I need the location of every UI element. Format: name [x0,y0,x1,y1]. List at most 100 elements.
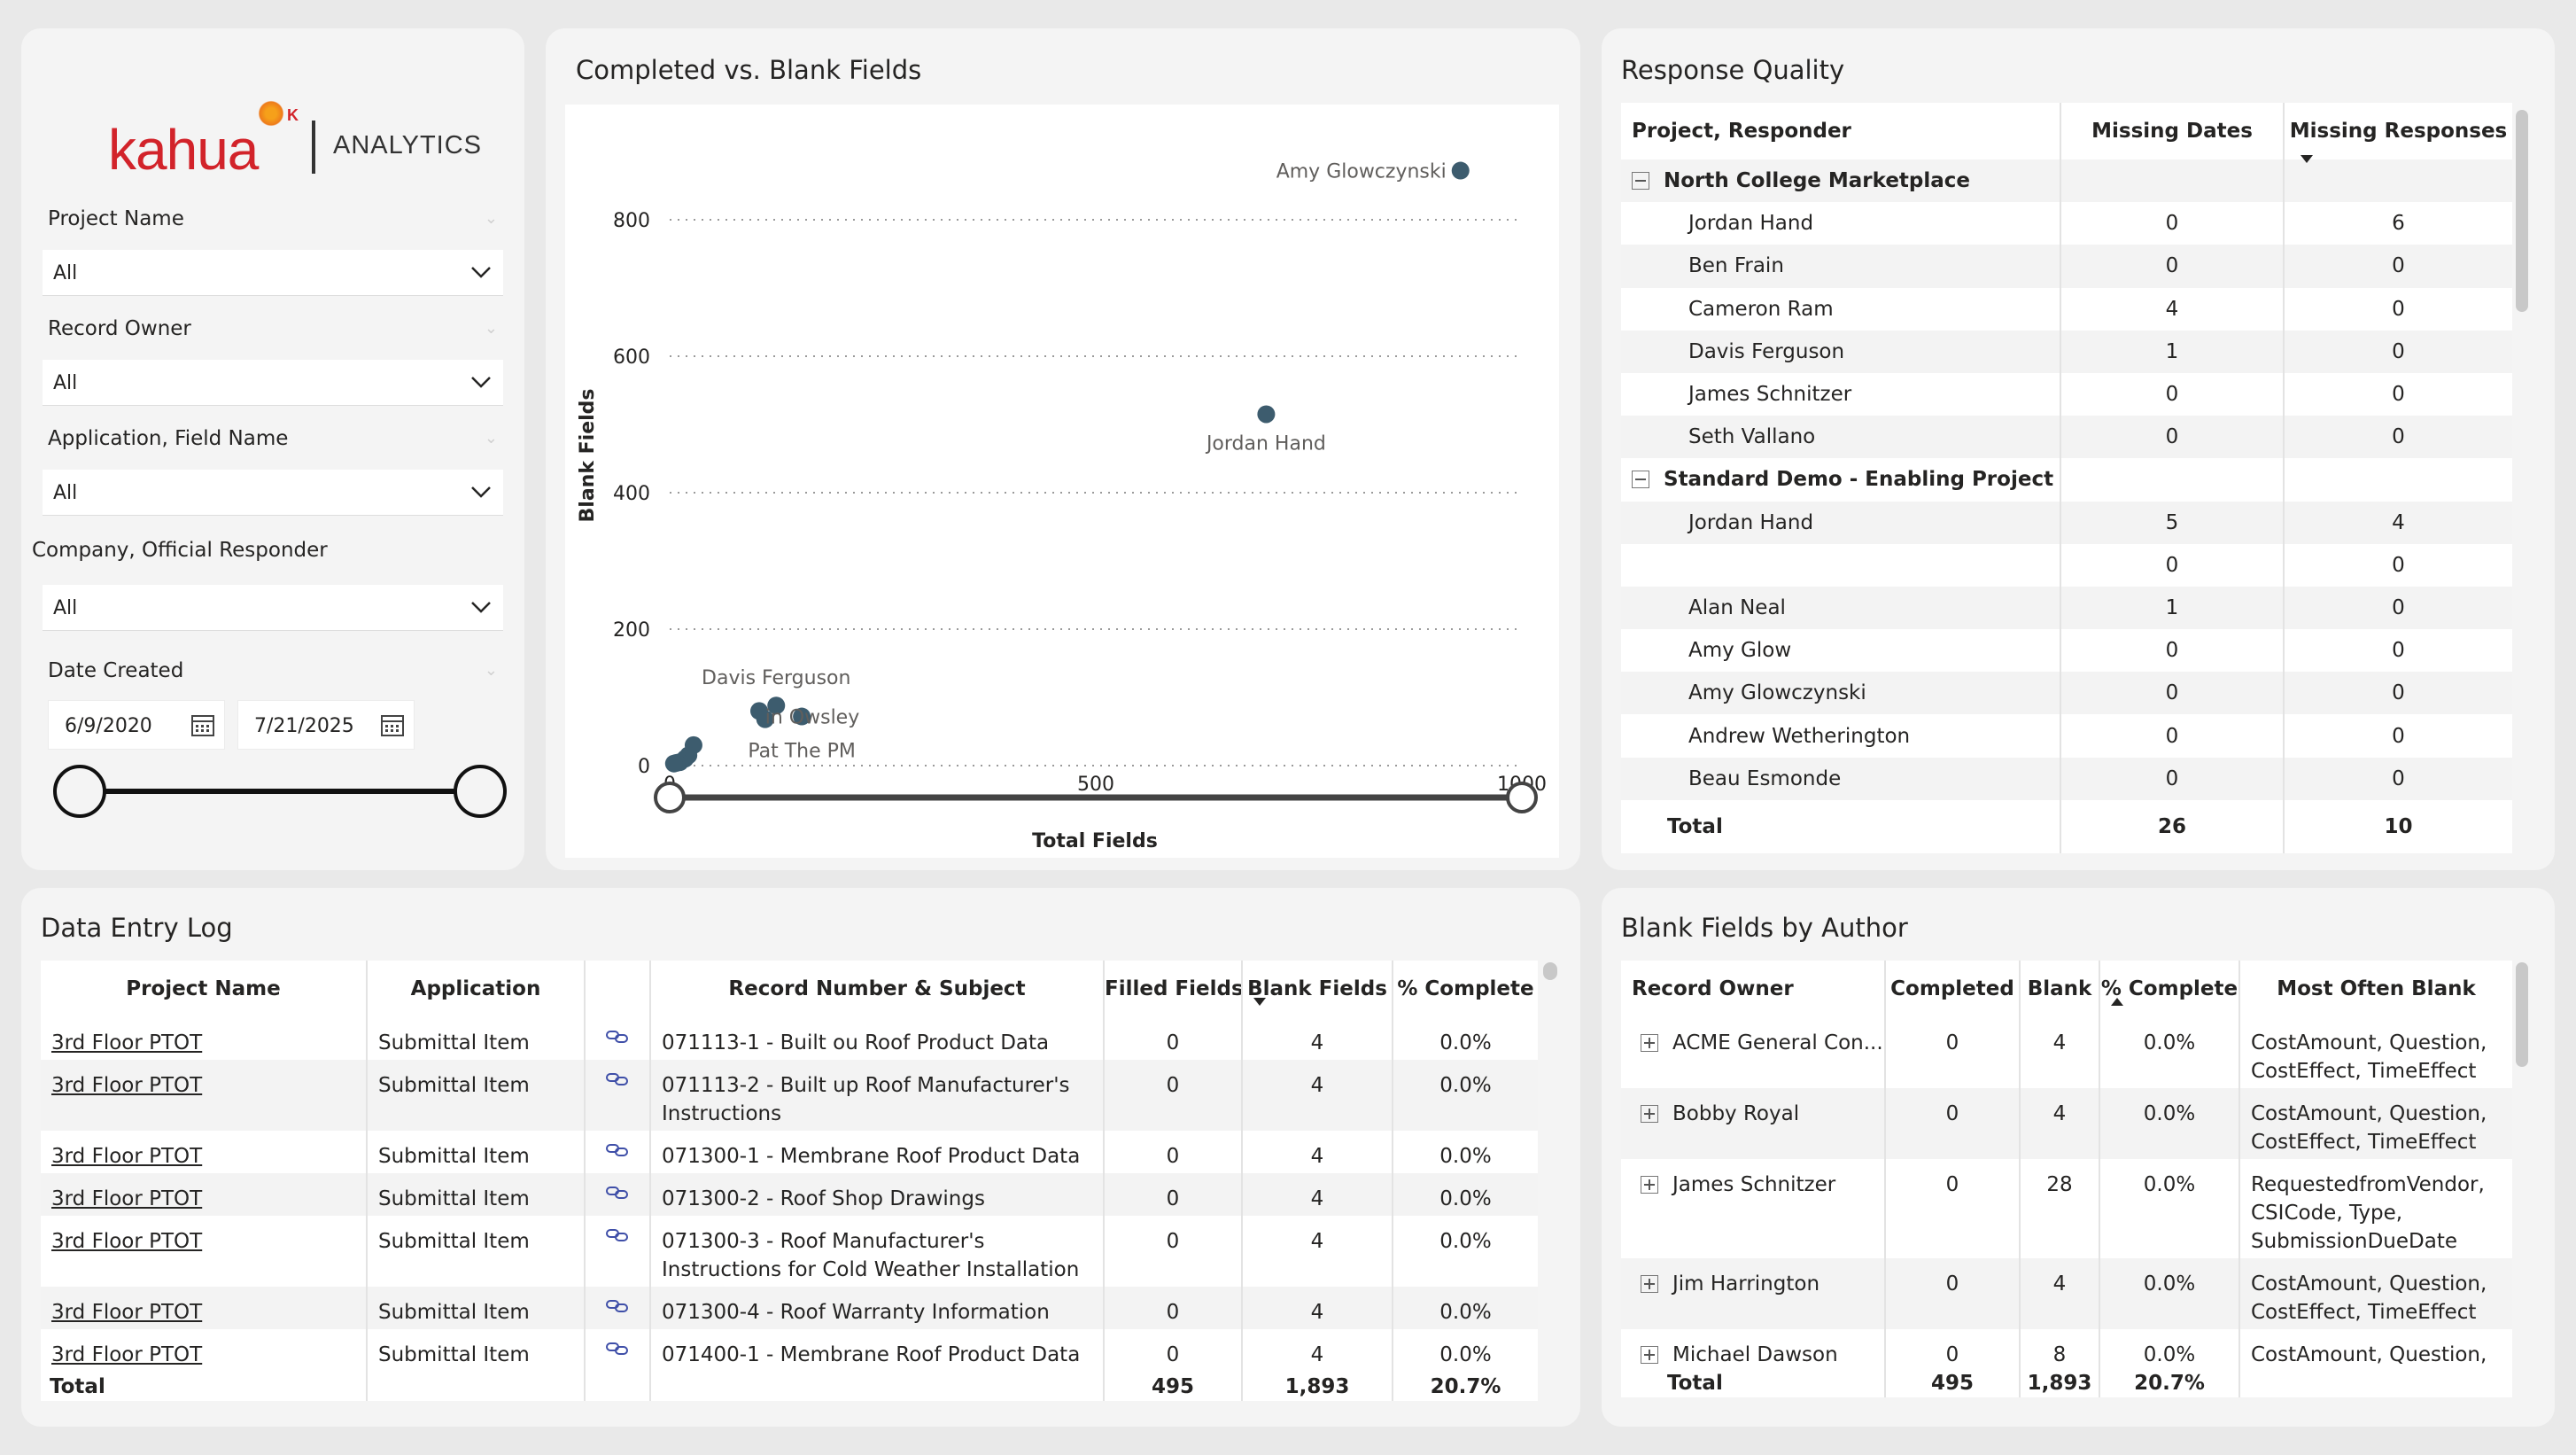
header-record-subject[interactable]: Record Number & Subject [650,961,1105,1017]
open-record-link[interactable] [585,1131,651,1173]
project-name-link[interactable]: 3rd Floor PTOT [51,1230,203,1253]
table-row[interactable]: Beau Esmonde 0 0 [1621,757,2512,800]
table-row[interactable]: Alan Neal 1 0 [1621,586,2512,630]
table-row[interactable]: ACME General Con... 0 4 0.0% CostAmount, Que… [1621,1017,2512,1088]
group-row[interactable]: Standard Demo - Enabling Project [1621,458,2512,502]
table-row[interactable]: Cameron Ram 4 0 [1621,287,2512,331]
scatter-point[interactable] [767,696,786,715]
header-record-owner[interactable]: Record Owner [1621,961,1886,1017]
table-row[interactable]: Davis Ferguson 1 0 [1621,330,2512,373]
table-row[interactable]: 3rd Floor PTOT Submittal Item 071300-1 - M… [41,1131,1538,1173]
table-row[interactable]: James Schnitzer 0 28 0.0% RequestedfromVendo… [1621,1159,2512,1258]
header-project-name[interactable]: Project Name [41,961,368,1017]
link-icon[interactable] [605,1141,630,1159]
table-row[interactable]: James Schnitzer 0 0 [1621,372,2512,416]
scatter-point[interactable] [1257,405,1276,424]
vertical-scrollbar[interactable] [2516,962,2528,1067]
calendar-icon[interactable] [185,712,221,740]
table-row[interactable]: 3rd Floor PTOT Submittal Item 071300-3 - R… [41,1216,1538,1287]
link-icon[interactable] [605,1184,630,1202]
open-record-link[interactable] [585,1173,651,1216]
project-name-dropdown[interactable]: All [43,250,503,296]
collapse-chevron-icon[interactable]: ⌄ [484,209,498,228]
project-name-link[interactable]: 3rd Floor PTOT [51,1187,203,1210]
zoom-slider-max-handle[interactable] [1506,782,1538,813]
project-name-link[interactable]: 3rd Floor PTOT [51,1031,203,1054]
record-owner-dropdown[interactable]: All [43,360,503,406]
project-link[interactable]: 3rd Floor PTOT [41,1017,368,1060]
link-icon[interactable] [605,1070,630,1088]
end-date-input[interactable]: 7/21/2025 [237,700,415,750]
vertical-scrollbar[interactable] [1543,962,1557,980]
collapse-chevron-icon[interactable]: ⌄ [484,661,498,680]
table-row[interactable]: 3rd Floor PTOT Submittal Item 071113-1 - B… [41,1017,1538,1060]
table-row[interactable]: Jim Harrington 0 4 0.0% CostAmount, Question… [1621,1258,2512,1329]
table-row[interactable]: Seth Vallano 0 0 [1621,416,2512,459]
table-row[interactable]: Jordan Hand 0 6 [1621,202,2512,245]
header-completed[interactable]: Completed [1885,961,2021,1017]
project-link[interactable]: 3rd Floor PTOT [41,1216,368,1287]
expand-icon[interactable] [1641,1176,1658,1194]
project-link[interactable]: 3rd Floor PTOT [41,1060,368,1131]
group-row[interactable]: North College Marketplace [1621,160,2512,203]
scatter-point[interactable] [793,707,811,726]
table-row[interactable]: Andrew Wetherington 0 0 [1621,714,2512,758]
collapse-icon[interactable] [1632,471,1649,489]
zoom-slider-min-handle[interactable] [654,782,686,813]
date-range-slider-track[interactable] [60,789,485,794]
table-row[interactable]: 3rd Floor PTOT Submittal Item 071300-2 - R… [41,1173,1538,1216]
start-date-input[interactable]: 6/9/2020 [48,700,225,750]
project-link[interactable]: 3rd Floor PTOT [41,1173,368,1216]
header-blank[interactable]: Blank [2020,961,2100,1017]
header-filled-fields[interactable]: Filled Fields [1104,961,1243,1017]
scatter-point[interactable] [664,754,683,773]
table-row[interactable]: Michael Dawson 0 8 0.0% CostAmount, Question… [1621,1329,2512,1369]
header-most-often-blank[interactable]: Most Often Blank [2239,961,2512,1017]
table-row[interactable]: Jordan Hand 5 4 [1621,501,2512,544]
link-icon[interactable] [605,1028,630,1046]
expand-icon[interactable] [1641,1275,1658,1293]
expand-icon[interactable] [1641,1034,1658,1052]
header-percent-complete[interactable]: % Complete [2099,961,2240,1017]
table-row[interactable]: 3rd Floor PTOT Submittal Item 071400-1 - M… [41,1329,1538,1369]
open-record-link[interactable] [585,1216,651,1287]
project-link[interactable]: 3rd Floor PTOT [41,1287,368,1329]
open-record-link[interactable] [585,1287,651,1329]
project-name-link[interactable]: 3rd Floor PTOT [51,1343,203,1366]
table-row[interactable]: Amy Glow 0 0 [1621,629,2512,673]
table-row[interactable]: Amy Glowczynski 0 0 [1621,672,2512,715]
collapse-chevron-icon[interactable]: ⌄ [484,319,498,338]
table-row[interactable]: Bobby Royal 0 4 0.0% CostAmount, Question, C… [1621,1088,2512,1159]
project-link[interactable]: 3rd Floor PTOT [41,1131,368,1173]
header-missing-dates[interactable]: Missing Dates [2060,103,2285,160]
collapse-chevron-icon[interactable]: ⌄ [484,429,498,447]
scatter-point[interactable] [756,710,774,728]
project-name-link[interactable]: 3rd Floor PTOT [51,1074,203,1097]
calendar-icon[interactable] [375,712,410,740]
expand-icon[interactable] [1641,1346,1658,1364]
header-application[interactable]: Application [367,961,586,1017]
application-field-dropdown[interactable]: All [43,470,503,516]
header-percent-complete[interactable]: % Complete [1393,961,1538,1017]
header-missing-responses[interactable]: Missing Responses [2284,103,2512,163]
table-row[interactable]: 3rd Floor PTOT Submittal Item 071113-2 - B… [41,1060,1538,1131]
header-project-responder[interactable]: Project, Responder [1621,103,2061,160]
link-icon[interactable] [605,1340,630,1358]
open-record-link[interactable] [585,1060,651,1131]
project-name-link[interactable]: 3rd Floor PTOT [51,1145,203,1168]
link-icon[interactable] [605,1226,630,1244]
table-row[interactable]: 3rd Floor PTOT Submittal Item 071300-4 - R… [41,1287,1538,1329]
collapse-icon[interactable] [1632,172,1649,191]
link-icon[interactable] [605,1297,630,1315]
open-record-link[interactable] [585,1017,651,1060]
company-responder-dropdown[interactable]: All [43,585,503,631]
table-row[interactable]: Ben Frain 0 0 [1621,245,2512,288]
header-link[interactable] [585,961,651,1017]
open-record-link[interactable] [585,1329,651,1369]
date-range-end-handle[interactable] [454,765,507,818]
vertical-scrollbar[interactable] [2516,110,2528,312]
scatter-point[interactable] [1451,161,1470,180]
expand-icon[interactable] [1641,1105,1658,1123]
